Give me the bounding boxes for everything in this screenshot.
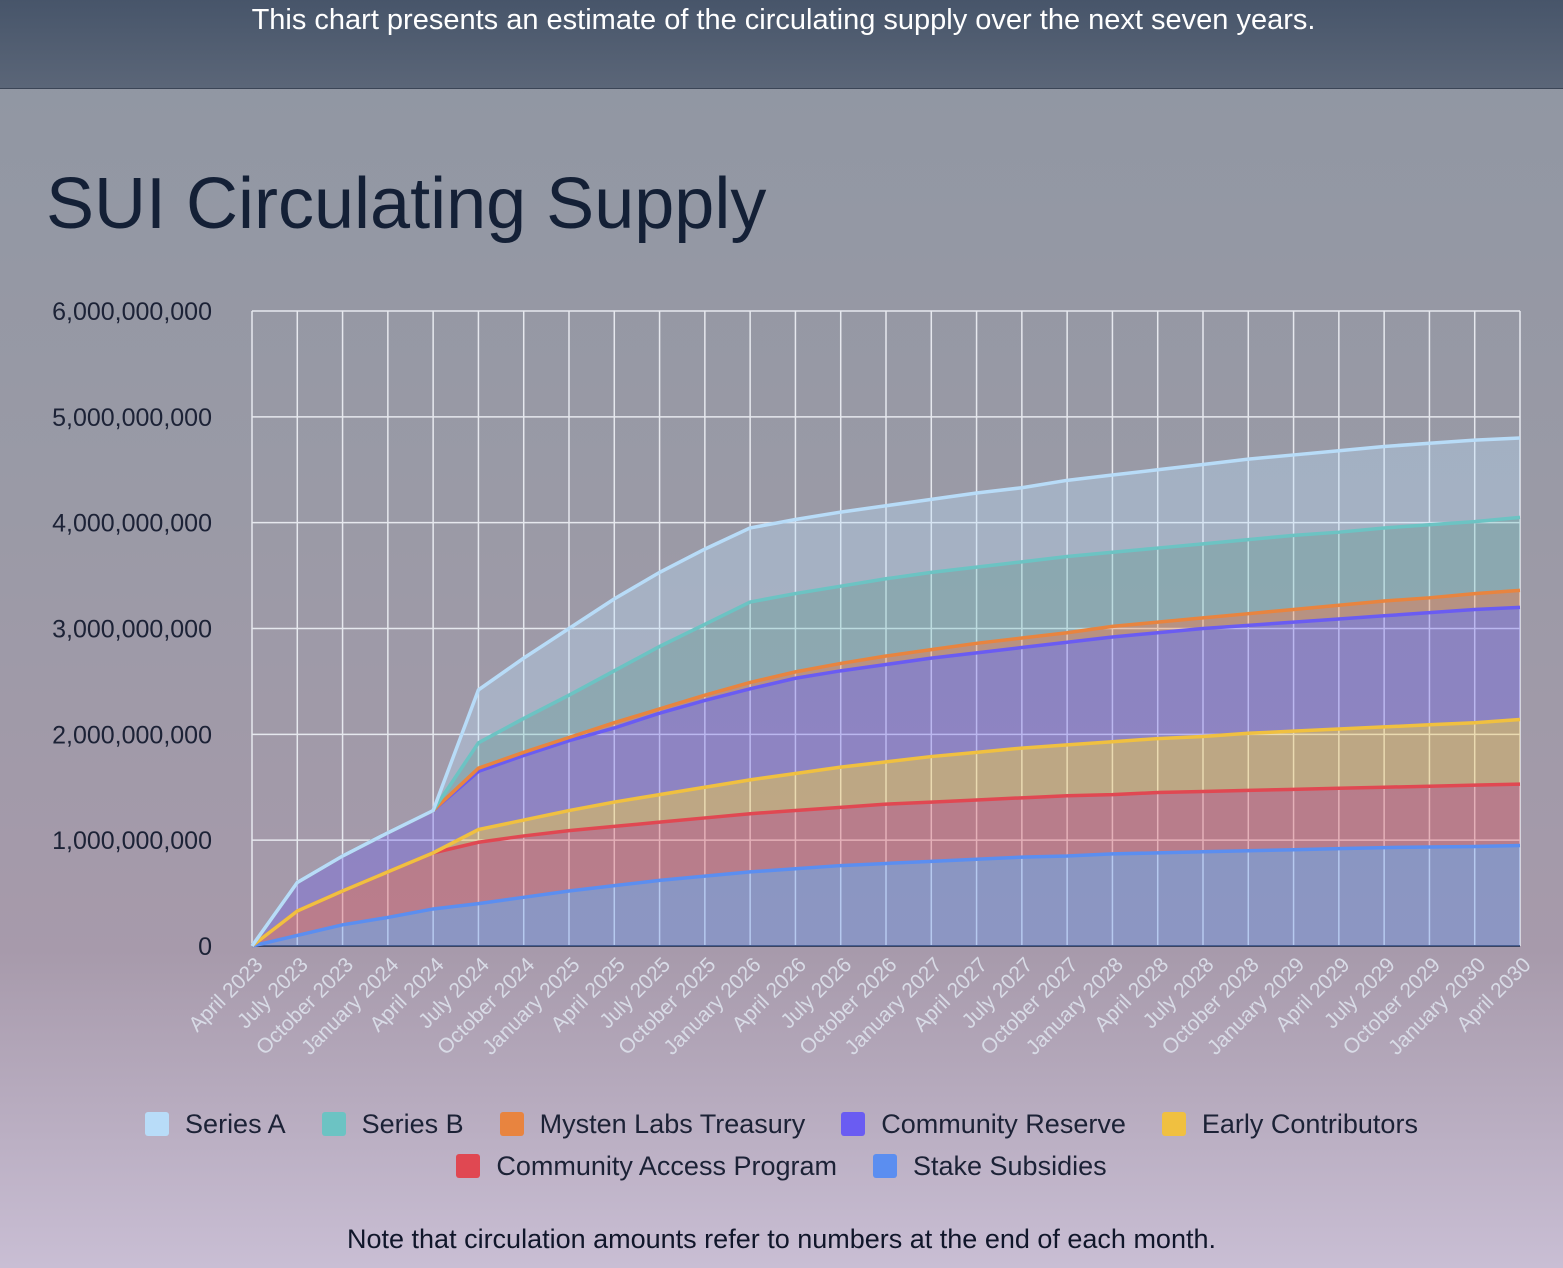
legend-item: Community Reserve bbox=[841, 1108, 1126, 1140]
area bbox=[252, 590, 1520, 946]
legend-swatch bbox=[145, 1112, 170, 1136]
area-line bbox=[250, 515, 1521, 948]
legend-label: Community Reserve bbox=[881, 1108, 1126, 1139]
legend-label: Stake Subsidies bbox=[912, 1150, 1107, 1181]
area-line bbox=[250, 436, 1521, 948]
legend-swatch bbox=[321, 1112, 346, 1136]
area-line bbox=[250, 588, 1521, 948]
legend-label: Series B bbox=[361, 1108, 464, 1139]
banner: This chart presents an estimate of the c… bbox=[0, 0, 1563, 89]
legend-swatch bbox=[499, 1112, 524, 1136]
area bbox=[252, 438, 1520, 946]
y-tick-label: 5,000,000,000 bbox=[52, 404, 212, 432]
description: This chart presents an estimate of the c… bbox=[251, 4, 1316, 36]
chart-title: SUI Circulating Supply bbox=[46, 164, 766, 244]
legend-label: Series A bbox=[185, 1108, 286, 1139]
area-line bbox=[250, 717, 1521, 948]
y-tick-label: 3,000,000,000 bbox=[52, 616, 212, 644]
y-tick-label: 6,000,000,000 bbox=[52, 298, 212, 326]
y-tick-label: 2,000,000,000 bbox=[52, 721, 212, 749]
legend-swatch bbox=[456, 1154, 481, 1178]
legend-swatch bbox=[841, 1112, 866, 1136]
area bbox=[252, 517, 1520, 946]
legend-label: Community Access Program bbox=[496, 1150, 837, 1181]
legend-item: Mysten Labs Treasury bbox=[499, 1108, 806, 1140]
area bbox=[252, 719, 1520, 946]
area-line bbox=[251, 843, 1521, 948]
y-tick-label: 0 bbox=[198, 933, 212, 961]
area bbox=[252, 607, 1520, 946]
legend-label: Early Contributors bbox=[1201, 1108, 1418, 1139]
legend-item: Series A bbox=[145, 1108, 286, 1140]
area bbox=[252, 784, 1520, 946]
legend-label: Mysten Labs Treasury bbox=[539, 1108, 806, 1139]
legend-item: Early Contributors bbox=[1161, 1108, 1418, 1140]
legend-item: Stake Subsidies bbox=[872, 1150, 1107, 1182]
y-tick-label: 4,000,000,000 bbox=[52, 510, 212, 538]
area bbox=[252, 845, 1520, 946]
area-line bbox=[250, 782, 1521, 948]
legend-item: Series B bbox=[321, 1108, 464, 1140]
legend-swatch bbox=[1161, 1112, 1186, 1136]
legend: Series A Series B Mysten Labs Treasury Comm… bbox=[0, 1108, 1563, 1182]
legend-swatch bbox=[872, 1154, 897, 1178]
chart: SUI Circulating Supply 0 1,000,000,000 2,0… bbox=[46, 164, 1536, 1060]
y-tick-label: 1,000,000,000 bbox=[52, 827, 212, 855]
legend-item: Community Access Program bbox=[456, 1150, 837, 1182]
note: Note that circulation amounts refer to n… bbox=[347, 1224, 1216, 1254]
